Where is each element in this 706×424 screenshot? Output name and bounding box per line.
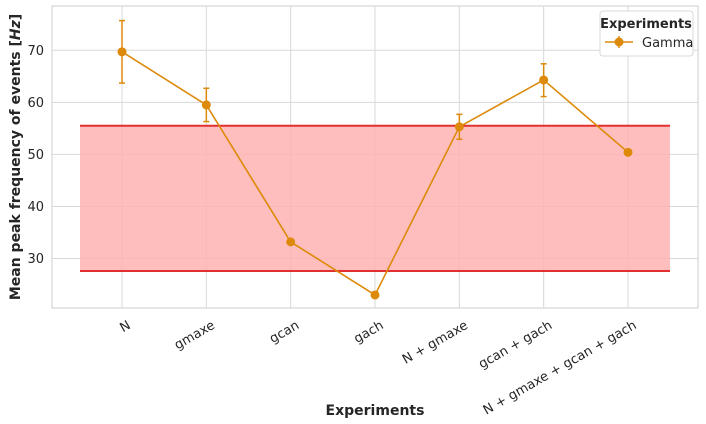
- y-tick-label: 60: [27, 96, 44, 111]
- y-tick-label: 70: [27, 44, 44, 59]
- x-tick-label: N + gmaxe + gcan + gach: [481, 318, 640, 418]
- legend-marker: [614, 37, 624, 47]
- data-point: [454, 122, 464, 132]
- legend-label-gamma: Gamma: [642, 36, 693, 51]
- band-fill: [80, 125, 670, 272]
- x-axis-label: Experiments: [326, 403, 425, 419]
- data-point: [370, 290, 380, 300]
- data-point: [286, 237, 296, 247]
- y-axis-label-prefix: Mean peak frequency of events [: [8, 40, 24, 300]
- data-point: [539, 75, 549, 85]
- series-gamma: [117, 19, 633, 300]
- x-tick-label: gcan + gach: [476, 318, 555, 372]
- x-tick-label: gcan: [267, 318, 302, 347]
- reference-band: [80, 124, 670, 273]
- x-tick-label: N: [117, 318, 133, 336]
- y-tick-label: 50: [27, 148, 44, 163]
- data-point: [117, 47, 127, 57]
- y-tick-labels: 30 40 50 60 70: [27, 44, 44, 267]
- y-axis-label: Mean peak frequency of events [Hz]: [8, 14, 24, 300]
- y-tick-label: 30: [27, 252, 44, 267]
- y-axis-label-suffix: ]: [8, 14, 24, 20]
- legend-box: [599, 10, 694, 57]
- legend-title: Experiments: [600, 17, 692, 32]
- legend: Experiments Gamma: [599, 10, 694, 57]
- x-tick-label: N + gmaxe: [400, 318, 471, 368]
- data-point: [201, 100, 211, 110]
- data-point: [623, 147, 633, 157]
- x-tick-label: gmaxe: [172, 318, 218, 353]
- y-tick-label: 40: [27, 200, 44, 215]
- x-tick-label: gach: [352, 318, 387, 347]
- y-axis-label-unit: Hz: [8, 19, 24, 40]
